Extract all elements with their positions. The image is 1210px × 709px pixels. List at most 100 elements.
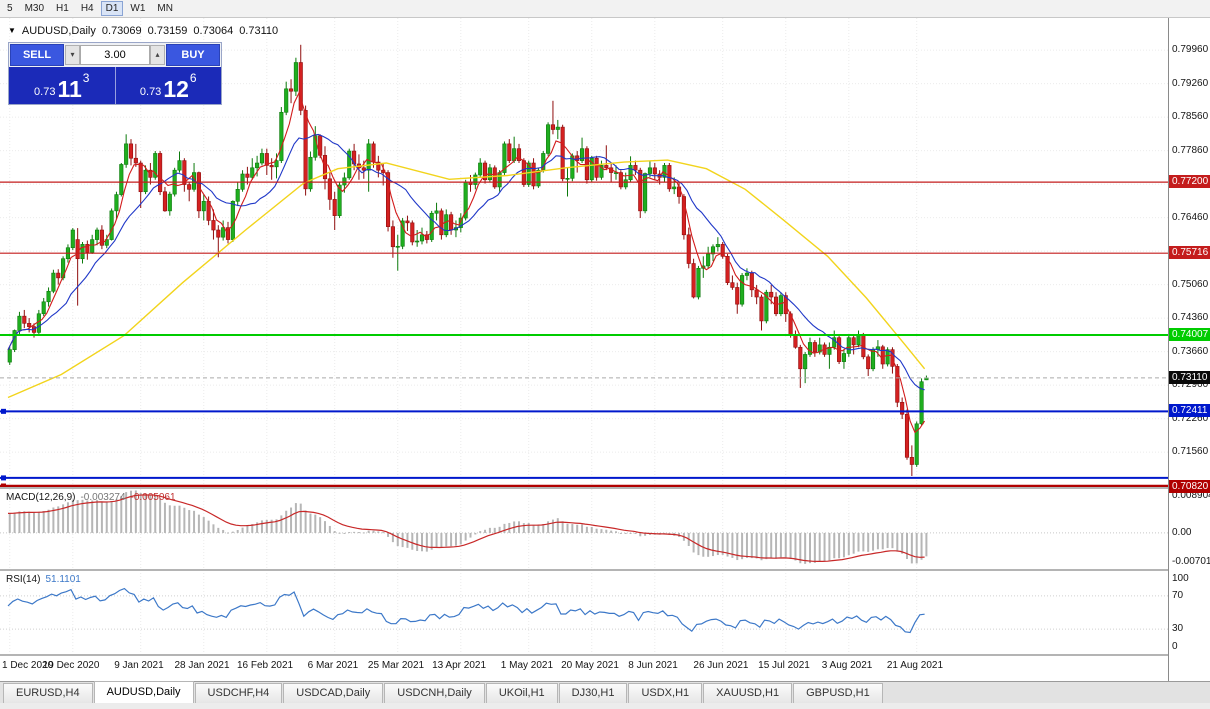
price-axis-label: 0.72260 [1172, 412, 1209, 424]
macd-histogram-bar [125, 492, 128, 533]
date-axis-label: 28 Jan 2021 [174, 660, 230, 671]
candle-body [803, 354, 808, 370]
chart-tab-xauusd-h1[interactable]: XAUUSD,H1 [703, 683, 793, 703]
timeframe-button-m30[interactable]: M30 [19, 1, 50, 16]
chart-tab-audusd-daily[interactable]: AUDUSD,Daily [93, 681, 194, 703]
candle-body [225, 227, 231, 240]
macd-histogram-bar [396, 532, 399, 547]
candle-body [376, 161, 381, 171]
candle-body [75, 239, 80, 260]
candle-body [647, 167, 653, 174]
buy-price-display[interactable]: 0.73 12 6 [116, 67, 222, 104]
date-axis-label: 1 May 2021 [500, 660, 554, 671]
macd-histogram-bar [163, 502, 166, 533]
sell-price-display[interactable]: 0.73 11 3 [9, 67, 115, 104]
chart-tab-eurusd-h4[interactable]: EURUSD,H4 [3, 683, 93, 703]
candle-body [492, 167, 497, 188]
price-axis[interactable]: 0.79960 0.79260 0.78560 0.77860 0.76460 0.750… [1168, 18, 1210, 681]
date-axis-label: 21 Aug 2021 [886, 660, 944, 671]
candle-body [599, 165, 604, 178]
pane-separator-main-macd[interactable] [0, 487, 1210, 489]
date-axis-label: 26 Jun 2021 [693, 660, 749, 671]
volume-input[interactable] [80, 45, 150, 65]
rsi-axis-label: 0 [1172, 641, 1178, 652]
macd-histogram-bar [314, 514, 317, 533]
date-axis[interactable]: 1 Dec 2020 19 Dec 2020 9 Jan 2021 28 Jan 20… [0, 656, 1168, 681]
chart-tab-usdchf-h4[interactable]: USDCHF,H4 [194, 683, 283, 703]
macd-histogram-bar [236, 530, 239, 533]
candle-body [342, 177, 347, 186]
candle-body [119, 164, 124, 195]
one-click-toggle-arrow[interactable]: ▼ [8, 26, 16, 35]
chart-tab-usdcad-daily[interactable]: USDCAD,Daily [283, 683, 384, 703]
rsi-line [7, 587, 925, 634]
candle-body [798, 346, 803, 370]
macd-histogram-bar [755, 532, 758, 559]
candle-body [138, 162, 143, 193]
macd-histogram-bar [518, 521, 520, 533]
timeframe-button-h1[interactable]: H1 [51, 1, 74, 16]
chart-tab-usdx-h1[interactable]: USDX,H1 [628, 683, 703, 703]
volume-decrement-button[interactable]: ▾ [65, 45, 80, 65]
macd-histogram-bar [779, 532, 782, 558]
candle-body [841, 353, 847, 362]
timeframe-button-d1[interactable]: D1 [100, 1, 124, 16]
chart-tab-ukoil-h1[interactable]: UKOil,H1 [485, 683, 558, 703]
ma-slow-line [7, 159, 926, 399]
timeframe-button-h4[interactable]: H4 [75, 1, 99, 16]
pane-separator-macd-rsi[interactable] [0, 569, 1210, 571]
sell-button[interactable]: SELL [10, 44, 64, 66]
macd-histogram-bar [159, 498, 162, 533]
candle-body [56, 272, 61, 279]
macd-histogram-bar [600, 529, 603, 533]
macd-histogram-bar [532, 524, 535, 533]
buy-button[interactable]: BUY [166, 44, 220, 66]
macd-histogram-bar [493, 527, 496, 533]
candle-body [643, 173, 648, 212]
candle-body [167, 193, 172, 212]
candle-body [250, 167, 255, 178]
macd-histogram-bar [139, 492, 142, 533]
candle-body [764, 291, 769, 322]
date-axis-label: 13 Apr 2021 [432, 660, 487, 671]
timeframe-button-5[interactable]: 5 [2, 1, 18, 16]
line-selection-handle[interactable] [1, 483, 6, 489]
candle-body [914, 423, 919, 465]
macd-histogram-bar [115, 499, 118, 533]
macd-histogram-bar [260, 520, 263, 533]
macd-histogram-bar [799, 532, 802, 564]
chart-tab-usdcnh-daily[interactable]: USDCNH,Daily [384, 683, 485, 703]
macd-histogram-bar [697, 532, 700, 556]
line-selection-handle[interactable] [1, 408, 6, 414]
price-axis-label: 0.76460 [1172, 211, 1209, 223]
volume-increment-button[interactable]: ▴ [150, 45, 165, 65]
macd-histogram-bar [377, 531, 380, 533]
candle-body [778, 295, 783, 315]
macd-histogram-bar [241, 527, 244, 533]
price-axis-label: 0.72960 [1172, 379, 1209, 391]
candle-body [211, 220, 216, 231]
macd-histogram-bar [459, 532, 462, 545]
macd-histogram-bar [387, 532, 390, 537]
timeframe-button-w1[interactable]: W1 [125, 1, 151, 16]
chart-ohlc-header: ▼ AUDUSD,Daily 0.73069 0.73159 0.73064 0… [8, 25, 278, 37]
macd-histogram-bar [416, 532, 419, 551]
macd-main-value: -0.003274 [80, 492, 126, 503]
timeframe-button-mn[interactable]: MN [152, 1, 178, 16]
candle-body [405, 220, 410, 224]
macd-histogram-bar [33, 512, 35, 533]
candle-body [715, 244, 720, 248]
macd-histogram-bar [639, 532, 642, 537]
chart-tab-dj30-h1[interactable]: DJ30,H1 [558, 683, 628, 703]
macd-histogram-bar [542, 524, 545, 533]
candle-body [182, 160, 187, 185]
line-selection-handle[interactable] [1, 475, 6, 481]
candle-body [594, 157, 599, 178]
macd-histogram-bar [726, 532, 729, 557]
macd-histogram-bar [86, 500, 89, 533]
price-level-badge-0-75716: 0.75716 [1169, 246, 1210, 260]
low-value: 0.73064 [193, 25, 234, 37]
chart-tab-gbpusd-h1[interactable]: GBPUSD,H1 [793, 683, 883, 703]
candle-body [366, 143, 371, 171]
